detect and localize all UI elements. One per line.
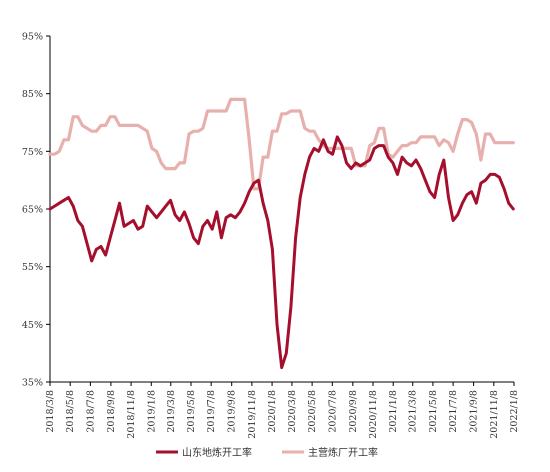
x-tick-label: 2018/3/8 bbox=[45, 390, 56, 433]
x-tick-label: 2019/11/8 bbox=[247, 390, 258, 439]
y-tick-label: 65% bbox=[22, 205, 43, 216]
x-tick-label: 2018/7/8 bbox=[85, 390, 96, 433]
x-tick-label: 2020/5/8 bbox=[307, 390, 318, 433]
x-tick-label: 2019/7/8 bbox=[206, 390, 217, 433]
x-tick-label: 2019/1/8 bbox=[146, 390, 157, 433]
legend: 山东地炼开工率 主营炼厂开工率 bbox=[156, 446, 378, 459]
x-tick-label: 2021/1/8 bbox=[388, 390, 399, 433]
legend-label: 山东地炼开工率 bbox=[182, 446, 252, 459]
x-axis: 2018/3/8 2018/5/8 2018/7/8 2018/9/8 2018/11/… bbox=[45, 381, 520, 439]
x-tick-label: 2019/5/8 bbox=[186, 390, 197, 433]
series-lines bbox=[48, 97, 515, 370]
y-tick-label: 55% bbox=[22, 262, 43, 273]
y-tick-label: 95% bbox=[22, 32, 43, 43]
y-axis: 95% 85% 75% 65% 55% 45% 35% bbox=[22, 32, 51, 389]
x-tick-label: 2021/11/8 bbox=[489, 390, 500, 439]
x-tick-label: 2020/3/8 bbox=[287, 390, 298, 433]
y-tick-label: 85% bbox=[22, 89, 43, 100]
x-tick-label: 2021/7/8 bbox=[448, 390, 459, 433]
x-tick-label: 2022/1/8 bbox=[509, 390, 520, 433]
legend-label: 主营炼厂开工率 bbox=[308, 446, 378, 459]
y-tick-label: 75% bbox=[22, 147, 43, 158]
x-tick-label: 2020/1/8 bbox=[267, 390, 278, 433]
x-tick-label: 2021/9/8 bbox=[469, 390, 480, 433]
x-tick-label: 2020/9/8 bbox=[348, 390, 359, 433]
x-tick-label: 2019/3/8 bbox=[166, 390, 177, 433]
y-tick-label: 35% bbox=[22, 378, 43, 389]
x-tick-label: 2018/5/8 bbox=[65, 390, 76, 433]
x-tick-label: 2020/7/8 bbox=[327, 390, 338, 433]
x-tick-label: 2018/9/8 bbox=[106, 390, 117, 433]
x-tick-label: 2018/11/8 bbox=[126, 390, 137, 439]
series-line-main-refinery bbox=[48, 97, 515, 191]
y-tick-label: 45% bbox=[22, 320, 43, 331]
x-tick-label: 2021/3/8 bbox=[408, 390, 419, 433]
x-tick-label: 2020/11/8 bbox=[368, 390, 379, 439]
x-tick-label: 2021/5/8 bbox=[428, 390, 439, 433]
x-tick-label: 2019/9/8 bbox=[227, 390, 238, 433]
series-line-shandong bbox=[48, 135, 515, 370]
